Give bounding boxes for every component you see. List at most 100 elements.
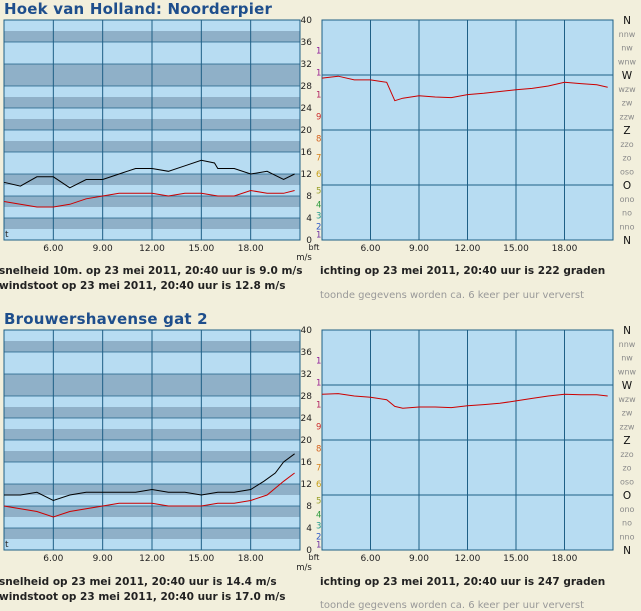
y-tick-label: 32 — [301, 60, 312, 70]
refresh-note: toonde gegevens worden ca. 6 keer per uu… — [320, 600, 585, 611]
x-tick-label: 15.00 — [188, 554, 214, 564]
y-unit-label: m/s — [296, 563, 312, 573]
y-tick-label: 16 — [301, 148, 313, 158]
x-tick-label: 18.00 — [552, 244, 578, 254]
x-tick-label: 15.00 — [503, 554, 529, 564]
bft-tick-label: 7 — [316, 464, 321, 474]
bft-tick-label: 6 — [316, 170, 321, 180]
x-tick-label: 9.00 — [409, 554, 429, 564]
y-tick-label: 12 — [301, 170, 312, 180]
station-title: Hoek van Holland: Noorderpier — [4, 0, 273, 18]
bft-tick-label: 1 — [316, 541, 321, 551]
bft-tick-label: 3 — [316, 521, 321, 531]
bft-tick-label: 9 — [316, 422, 321, 432]
y-tick-label: 4 — [306, 214, 312, 224]
y-tick-label: 8 — [306, 502, 312, 512]
series-line — [321, 393, 608, 409]
bft-tick-label: 5 — [316, 187, 321, 197]
x-tick-label: 9.00 — [93, 244, 113, 254]
y-tick-label: 16 — [301, 458, 313, 468]
x-tick-label: 15.00 — [188, 244, 214, 254]
compass-tick-label: nnw — [619, 340, 636, 349]
compass-tick-label: Z — [623, 435, 630, 447]
y-tick-label: 4 — [306, 524, 312, 534]
station-2-charts: 6.00 9.00 12.00 15.00 18.00t0481216202428323… — [3, 326, 637, 573]
x-tick-label: 12.00 — [139, 244, 165, 254]
compass-tick-label: nw — [621, 354, 633, 363]
y-tick-label: 28 — [301, 82, 313, 92]
direction-caption: ichting op 23 mei 2011, 20:40 uur is 222… — [320, 265, 606, 277]
bft-tick-label: 1 — [316, 231, 321, 241]
y-tick-label: 24 — [301, 104, 313, 114]
y-tick-label: 32 — [301, 370, 312, 380]
series-line — [321, 75, 608, 102]
compass-tick-label: no — [622, 519, 632, 528]
y-tick-label: 12 — [301, 480, 312, 490]
gust-caption: windstoot op 23 mei 2011, 20:40 uur is 1… — [0, 280, 286, 292]
compass-tick-label: wzw — [618, 395, 636, 404]
speed-plot-border — [3, 19, 301, 241]
x-tick-label: 6.00 — [360, 554, 380, 564]
compass-tick-label: W — [622, 380, 633, 392]
bft-tick-label: 12 — [316, 46, 327, 56]
station-title: Brouwershavense gat 2 — [4, 310, 208, 328]
direction-plot-border — [321, 329, 614, 551]
compass-tick-label: zzw — [620, 112, 635, 121]
compass-tick-label: zo — [622, 464, 631, 473]
speed-plot-border — [3, 329, 301, 551]
series-line — [4, 453, 295, 502]
bft-tick-label: 7 — [316, 154, 321, 164]
compass-tick-label: wnw — [618, 367, 637, 376]
y-tick-label: 40 — [301, 16, 313, 26]
x-corner-label: t — [5, 230, 9, 240]
y-tick-label: 24 — [301, 414, 313, 424]
gust-caption: windstoot op 23 mei 2011, 20:40 uur is 1… — [0, 591, 286, 603]
series-line — [3, 472, 295, 518]
bft-tick-label: 5 — [316, 497, 321, 507]
x-tick-label: 6.00 — [360, 244, 380, 254]
y-tick-label: 0 — [306, 236, 312, 246]
compass-tick-label: nw — [621, 44, 633, 53]
y-tick-label: 36 — [301, 38, 313, 48]
compass-tick-label: zw — [622, 99, 633, 108]
bft-tick-label: 6 — [316, 480, 321, 490]
x-tick-label: 9.00 — [93, 554, 113, 564]
compass-tick-label: N — [623, 326, 631, 337]
bft-unit-label: bft — [309, 243, 320, 252]
x-tick-label: 9.00 — [409, 244, 429, 254]
direction-caption: ichting op 23 mei 2011, 20:40 uur is 247… — [320, 576, 606, 588]
station-1-charts: 6.00 9.00 12.00 15.00 18.00t0481216202428323… — [3, 16, 637, 263]
x-tick-label: 18.00 — [238, 244, 264, 254]
y-tick-label: 8 — [306, 192, 312, 202]
y-tick-label: 28 — [301, 392, 313, 402]
y-tick-label: 40 — [301, 326, 313, 336]
compass-tick-label: no — [622, 209, 632, 218]
bft-tick-label: 2 — [316, 532, 321, 542]
compass-tick-label: N — [623, 16, 631, 27]
bft-tick-label: 12 — [316, 356, 327, 366]
speed-caption: snelheid 10m. op 23 mei 2011, 20:40 uur … — [0, 265, 303, 277]
compass-tick-label: wzw — [618, 85, 636, 94]
series-line — [3, 159, 295, 189]
bft-tick-label: 4 — [316, 200, 321, 210]
refresh-note: toonde gegevens worden ca. 6 keer per uu… — [320, 290, 585, 301]
bft-tick-label: 8 — [316, 444, 321, 454]
bft-tick-label: 9 — [316, 112, 321, 122]
compass-tick-label: wnw — [618, 57, 637, 66]
x-tick-label: 18.00 — [552, 554, 578, 564]
compass-tick-label: oso — [620, 167, 634, 176]
bft-tick-label: 2 — [316, 222, 321, 232]
x-corner-label: t — [5, 540, 9, 550]
compass-tick-label: Z — [623, 125, 630, 137]
x-tick-label: 15.00 — [503, 244, 529, 254]
compass-tick-label: W — [622, 70, 633, 82]
compass-tick-label: zzw — [620, 422, 635, 431]
x-tick-label: 6.00 — [43, 554, 63, 564]
bft-tick-label: 3 — [316, 211, 321, 221]
x-tick-label: 18.00 — [238, 554, 264, 564]
compass-tick-label: oso — [620, 477, 634, 486]
compass-tick-label: ono — [620, 505, 635, 514]
compass-tick-label: nnw — [619, 30, 636, 39]
speed-caption: snelheid op 23 mei 2011, 20:40 uur is 14… — [0, 576, 277, 588]
compass-tick-label: zzo — [620, 450, 633, 459]
